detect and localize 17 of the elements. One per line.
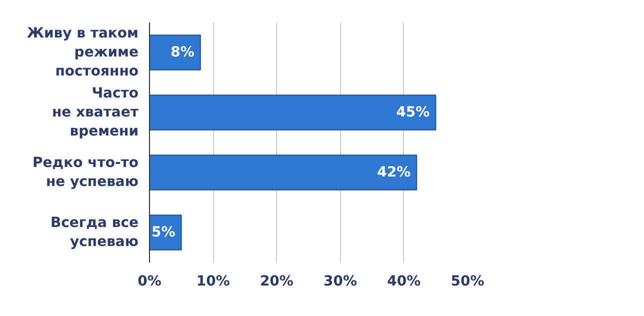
bar <box>150 154 418 190</box>
x-tick-label: 20% <box>260 274 294 290</box>
data-label: 42% <box>377 164 411 180</box>
y-tick-label: Живу в таком режиме постоянно <box>26 25 139 80</box>
data-label: 45% <box>396 104 430 120</box>
data-label: 5% <box>152 224 176 240</box>
x-tick-label: 40% <box>387 274 421 290</box>
y-tick-label: Редко что-то не успеваю <box>32 154 139 190</box>
x-tick-label: 10% <box>196 274 230 290</box>
y-tick-label: Всегда все успеваю <box>50 214 139 250</box>
bar <box>150 94 436 130</box>
data-label: 8% <box>170 44 194 60</box>
x-tick-label: 0% <box>138 274 162 290</box>
y-tick-label: Часто не хватает времени <box>52 85 140 140</box>
x-tick-label: 50% <box>450 274 484 290</box>
x-tick-label: 30% <box>324 274 358 290</box>
bar <box>150 34 201 70</box>
